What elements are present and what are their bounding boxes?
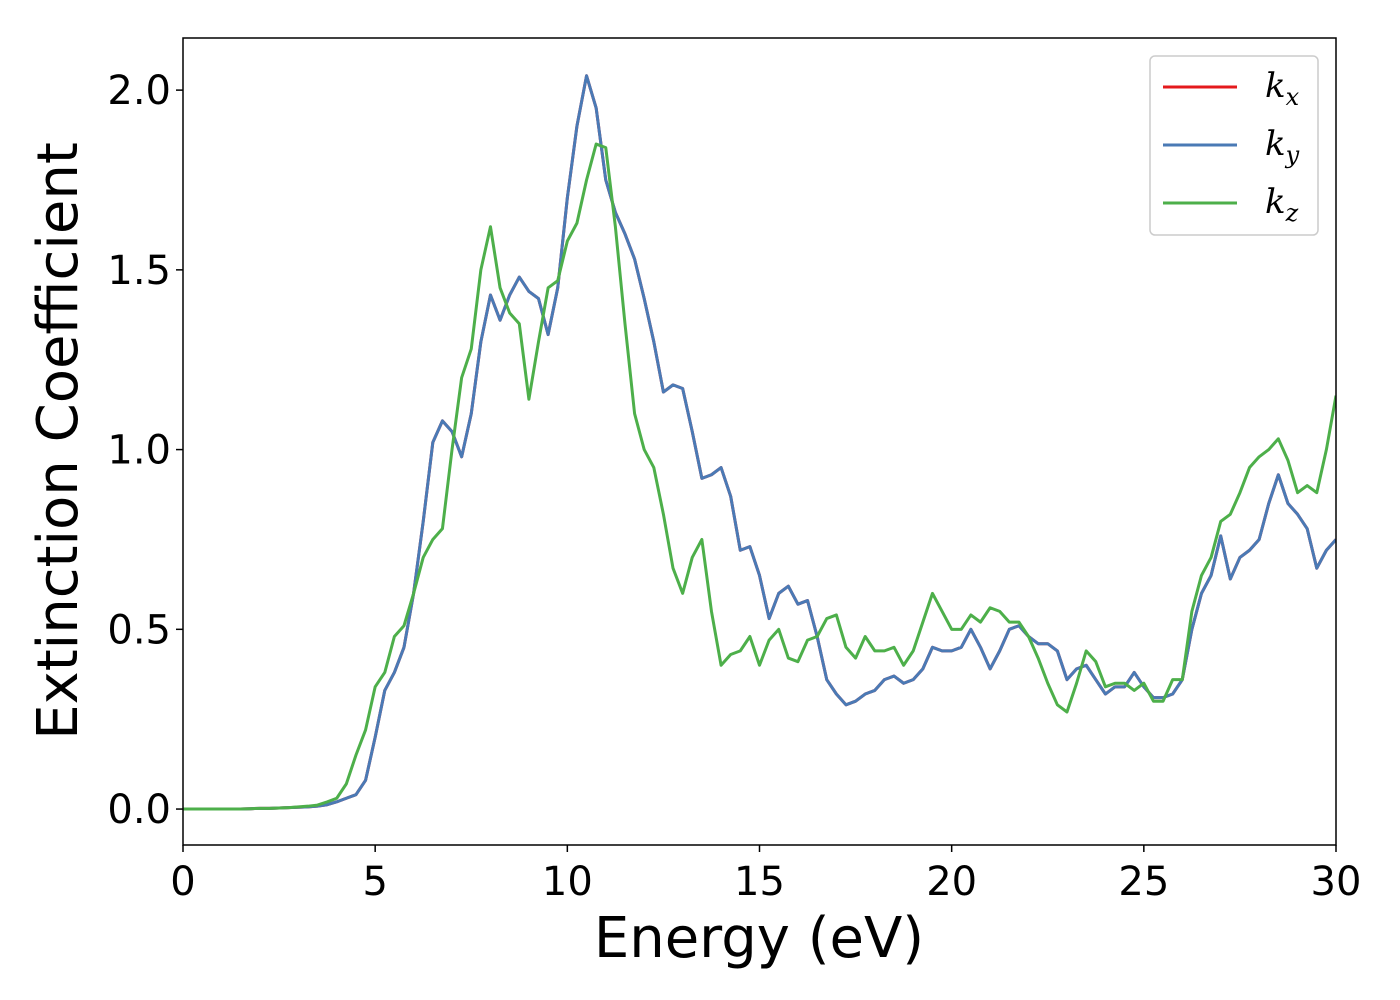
x-tick-label: 15 [734, 859, 785, 905]
x-tick-label: 20 [926, 859, 977, 905]
x-tick-label: 10 [542, 859, 593, 905]
x-axis-label: Energy (eV) [594, 906, 924, 971]
y-tick-label: 0.0 [107, 787, 171, 833]
y-tick-label: 0.5 [107, 607, 171, 653]
plot-frame [182, 37, 1337, 846]
legend-label: kx [1265, 66, 1300, 111]
x-tick-label: 5 [362, 859, 387, 905]
legend-label: kz [1265, 182, 1299, 227]
data-line [183, 74, 1336, 811]
x-tick-label: 30 [1311, 859, 1362, 905]
data-line [183, 142, 1336, 811]
y-tick-label: 1.5 [107, 248, 171, 294]
y-tick-label: 2.0 [107, 68, 171, 114]
legend-label: ky [1265, 124, 1300, 169]
y-axis-label: Extinction Coefficient [26, 142, 91, 740]
x-tick-label: 25 [1118, 859, 1169, 905]
y-tick-label: 1.0 [107, 428, 171, 474]
x-tick-label: 0 [170, 859, 195, 905]
